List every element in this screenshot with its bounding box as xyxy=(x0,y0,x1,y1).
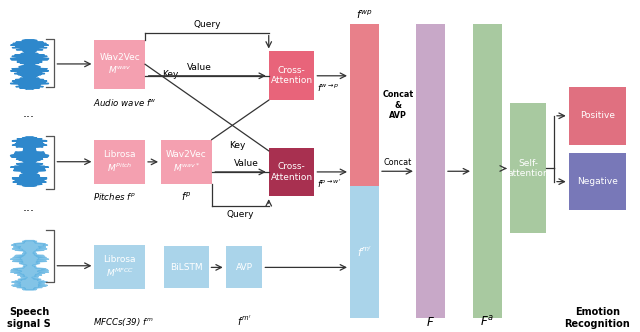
FancyBboxPatch shape xyxy=(509,104,547,233)
Text: $f^{m'}$: $f^{m'}$ xyxy=(237,313,252,328)
FancyBboxPatch shape xyxy=(350,186,379,318)
Text: Negative: Negative xyxy=(577,177,618,186)
Text: Concat
&
AVP: Concat & AVP xyxy=(382,90,413,120)
FancyBboxPatch shape xyxy=(416,25,445,318)
Text: Librosa
$M^{MFCC}$: Librosa $M^{MFCC}$ xyxy=(104,256,136,279)
Text: Positive: Positive xyxy=(580,111,614,120)
FancyBboxPatch shape xyxy=(226,246,262,289)
Text: Self-
attention: Self- attention xyxy=(508,159,549,178)
Text: $F^{a}$: $F^{a}$ xyxy=(481,315,495,329)
Text: BiLSTM: BiLSTM xyxy=(170,263,203,272)
Text: $f^{wp}$: $f^{wp}$ xyxy=(356,9,372,21)
Text: ...: ... xyxy=(23,201,35,214)
Text: Pitches $f^{p}$: Pitches $f^{p}$ xyxy=(93,191,136,202)
FancyBboxPatch shape xyxy=(473,25,502,318)
FancyBboxPatch shape xyxy=(161,140,212,184)
Text: Emotion
Recognition: Emotion Recognition xyxy=(564,307,630,329)
Text: Wav2Vec
$M^{wav}$: Wav2Vec $M^{wav}$ xyxy=(99,53,140,75)
Text: ...: ... xyxy=(23,107,35,120)
FancyBboxPatch shape xyxy=(94,40,145,89)
Text: Audio wave $f^{w}$: Audio wave $f^{w}$ xyxy=(93,97,157,108)
Text: Value: Value xyxy=(186,63,211,72)
Text: $F$: $F$ xyxy=(426,316,435,329)
Text: $f^{m'}$: $f^{m'}$ xyxy=(357,245,372,259)
FancyBboxPatch shape xyxy=(269,147,314,196)
Text: $f^{p\rightarrow w'}$: $f^{p\rightarrow w'}$ xyxy=(317,178,341,190)
Text: $f^{w\rightarrow p}$: $f^{w\rightarrow p}$ xyxy=(317,82,339,93)
Text: Speech
signal S: Speech signal S xyxy=(7,307,51,329)
FancyBboxPatch shape xyxy=(569,87,626,145)
Text: AVP: AVP xyxy=(236,263,253,272)
Text: Concat: Concat xyxy=(383,158,412,167)
Text: Cross-
Attention: Cross- Attention xyxy=(271,162,312,182)
Text: Query: Query xyxy=(193,20,221,29)
Text: Value: Value xyxy=(234,159,259,168)
Text: MFCCs(39) $f^{m}$: MFCCs(39) $f^{m}$ xyxy=(93,316,154,328)
Text: Wav2Vec
$M^{wav*}$: Wav2Vec $M^{wav*}$ xyxy=(166,150,207,174)
FancyBboxPatch shape xyxy=(94,140,145,184)
FancyBboxPatch shape xyxy=(350,25,379,186)
Text: Key: Key xyxy=(163,70,179,79)
FancyBboxPatch shape xyxy=(94,245,145,290)
FancyBboxPatch shape xyxy=(269,51,314,100)
FancyBboxPatch shape xyxy=(569,153,626,210)
Text: Librosa
$M^{Pitch}$: Librosa $M^{Pitch}$ xyxy=(104,150,136,174)
Text: Query: Query xyxy=(227,210,254,219)
FancyBboxPatch shape xyxy=(164,246,209,289)
Text: $f^{p}$: $f^{p}$ xyxy=(181,191,191,203)
Text: Key: Key xyxy=(229,141,245,150)
Text: Cross-
Attention: Cross- Attention xyxy=(271,66,312,86)
